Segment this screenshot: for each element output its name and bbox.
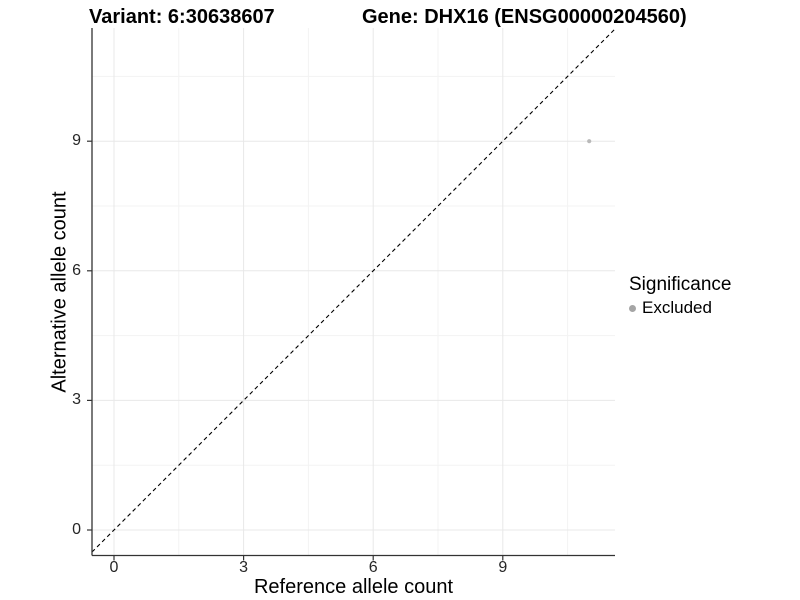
x-tick-label: 0: [109, 559, 119, 576]
y-tick-label: 3: [72, 391, 81, 409]
y-tick-label: 0: [72, 521, 81, 538]
y-tick-label: 9: [72, 132, 81, 150]
x-axis-title: Reference allele count: [253, 576, 453, 598]
y-tick-label: 6: [72, 261, 81, 279]
legend-item-label: Excluded: [642, 298, 712, 317]
variant-title: Variant: 6:30638607: [89, 6, 275, 28]
legend-title: Significance: [629, 274, 732, 295]
y-axis-title: Alternative allele count: [48, 191, 71, 393]
x-tick-label: 3: [239, 559, 249, 576]
legend-point-icon: [629, 304, 636, 312]
gene-title: Gene: DHX16 (ENSG00000204560): [362, 6, 687, 28]
legend: Significance Excluded: [629, 274, 731, 318]
x-tick-label: 9: [498, 559, 508, 576]
x-tick-label: 6: [368, 559, 378, 576]
data-point: [587, 139, 592, 144]
legend-item: Excluded: [629, 298, 731, 318]
identity-dashed-line: [91, 28, 616, 553]
